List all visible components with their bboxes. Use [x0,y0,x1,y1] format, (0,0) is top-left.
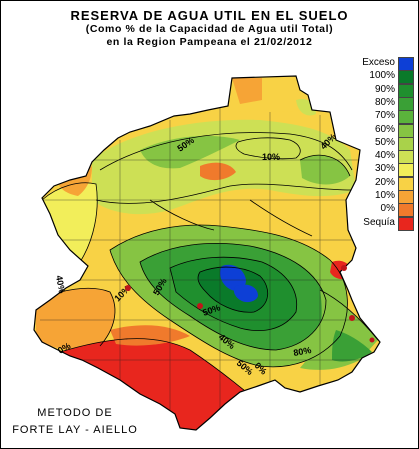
legend-label: 40% [374,150,395,162]
zone-west-30 [42,182,98,262]
title-line-3: en la Region Pampeana el 21/02/2012 [106,36,313,48]
station-marker [197,303,203,309]
region-outline [33,75,381,431]
legend-label: 70% [374,110,395,122]
legend-label: 30% [374,163,395,175]
zone-north-10 [232,78,262,104]
legend-label: 90% [374,83,395,95]
station-marker [341,265,347,271]
legend-label: 60% [374,123,395,135]
station-marker [369,337,375,343]
zone-west-10 [36,288,115,351]
legend-label: 20% [374,176,395,188]
method-line-1: METODO DE [37,407,113,419]
zone-east-60 [300,155,350,185]
legend-item: 30% [358,162,416,178]
station-markers [125,265,375,343]
method-line-2: FORTE LAY - AIELLO [12,424,138,436]
zone-drought-southwest [60,338,244,430]
isoline [169,256,298,331]
method-caption: METODO DE FORTE LAY - AIELLO [0,405,150,439]
isoline [95,183,353,204]
legend-label: 0% [380,203,395,215]
legend-label: Sequía [363,216,395,228]
legend-label: 10% [374,190,395,201]
legend-label: 50% [374,136,395,148]
zone-center-north-0 [200,162,236,181]
isoline [99,132,353,171]
title-line-1: RESERVA DE AGUA UTIL EN EL SUELO [70,8,349,23]
isoline [235,137,301,160]
legend-label: 80% [374,96,395,108]
legend-swatch [398,216,414,231]
isoline-label: 40% [54,275,67,294]
title-line-2: (Como % de la Capacidad de Agua util Tot… [85,23,334,35]
legend-item: Sequía [358,216,416,232]
station-marker [349,315,355,321]
isoline [139,243,327,351]
station-marker [125,285,131,291]
zone-exceso-1 [220,264,246,291]
isoline [299,154,351,177]
legend-label: 100% [369,70,395,82]
legend-label: Exceso [362,57,395,68]
isoline [41,182,98,263]
isoline-label: 10% [262,152,280,162]
zone-upper-60 [140,135,240,169]
isoline-label: 80% [293,345,312,358]
isoline [149,199,215,231]
isoline [249,199,313,237]
isoline [197,266,268,313]
map-title: RESERVA DE AGUA UTIL EN EL SUELO (Como %… [0,8,419,49]
zone-exceso-2 [233,284,258,303]
department-boundaries [40,108,370,420]
isoline [59,338,245,391]
zone-coast-80 [332,330,372,362]
